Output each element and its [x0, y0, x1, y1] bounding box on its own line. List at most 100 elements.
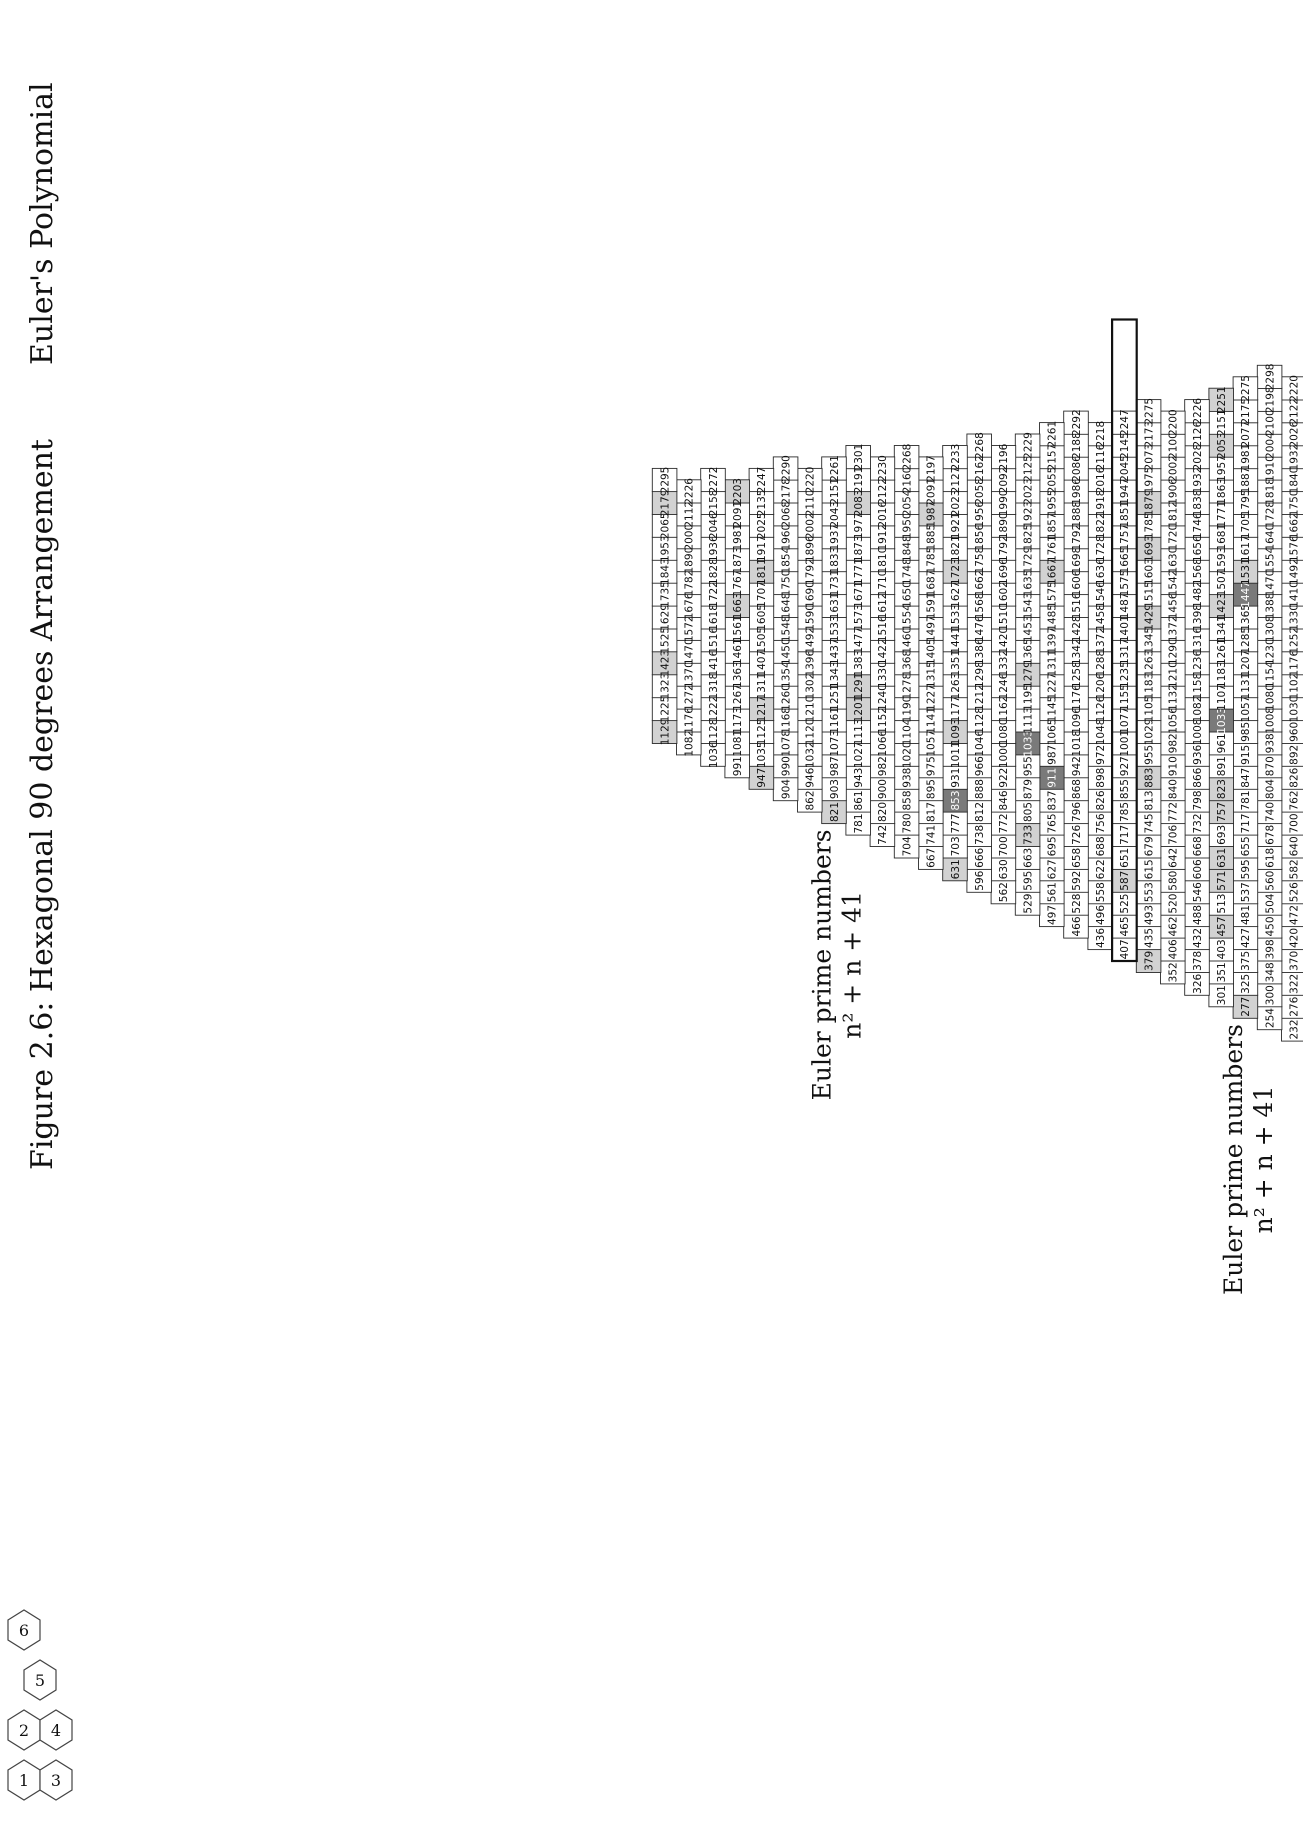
grid-cell-value: 943: [853, 768, 865, 788]
grid-cell-870: 870: [1256, 754, 1283, 779]
grid-cell-value: 1131: [1240, 673, 1252, 700]
grid-cell-value: 1341: [1216, 615, 1228, 642]
grid-cell-value: 1155: [1119, 684, 1131, 711]
grid-cell-value: 2126: [1192, 421, 1204, 448]
grid-cell-1246: 1246: [990, 672, 1017, 699]
grid-cell-value: 2268: [901, 444, 913, 471]
grid-cell-1771: 1771: [845, 558, 871, 585]
grid-cell-640: 640: [1281, 834, 1303, 859]
grid-cell-value: 520: [1168, 894, 1180, 914]
grid-cell-370: 370: [1281, 948, 1303, 973]
grid-cell-value: 1343: [829, 661, 841, 688]
grid-cell-value: 322: [1289, 974, 1301, 994]
grid-cell-1635: 1635: [1014, 570, 1041, 596]
grid-cell-679: 679: [1135, 834, 1162, 859]
grid-cell-1482: 1482: [1184, 581, 1210, 608]
grid-cell-704: 704: [893, 834, 920, 859]
grid-cell-value: 2145: [1119, 432, 1131, 459]
grid-cell-value: 1710: [877, 570, 889, 597]
grid-cell-398: 398: [1256, 937, 1283, 962]
grid-cell-1477: 1477: [845, 627, 871, 654]
grid-cell-1575: 1575: [1111, 570, 1138, 596]
grid-cell-value: 1113: [1022, 707, 1034, 734]
grid-cell-value: 695: [1047, 836, 1059, 856]
grid-cell-value: 1636: [1095, 558, 1107, 585]
grid-cell-2275: 2275: [1135, 398, 1162, 425]
grid-cell-1073: 1073: [821, 730, 847, 757]
grid-cell-732: 732: [1184, 811, 1210, 836]
grid-cell-value: 537: [1240, 882, 1252, 902]
grid-cell-300: 300: [1256, 983, 1283, 1008]
grid-cell-966: 966: [966, 754, 992, 779]
grid-cell-868: 868: [1063, 777, 1089, 802]
grid-cell-value: 700: [1289, 813, 1301, 833]
grid-cell-value: 1758: [974, 547, 986, 574]
grid-cell-value: 1593: [1216, 547, 1228, 574]
grid-cell-1201: 1201: [845, 696, 871, 722]
grid-cell-value: 325: [1240, 974, 1252, 994]
grid-cell-1533: 1533: [821, 615, 847, 642]
grid-cell-1956: 1956: [966, 501, 992, 528]
grid-cell-value: 1104: [901, 718, 913, 745]
grid-cell-693: 693: [1208, 822, 1234, 847]
grid-cell-1932: 1932: [1184, 467, 1210, 493]
grid-cell-value: 300: [1264, 985, 1276, 1005]
grid-cell-497: 497: [1039, 902, 1065, 928]
grid-cell-value: 1398: [1192, 604, 1204, 631]
grid-cell-595: 595: [1232, 857, 1259, 882]
grid-cell-value: 1981: [1240, 444, 1252, 471]
grid-cell-value: 1132: [1168, 684, 1180, 711]
grid-cell-1162: 1162: [990, 696, 1017, 722]
grid-cell-value: 1477: [853, 627, 865, 654]
grid-cell-1921: 1921: [942, 512, 968, 539]
grid-cell-326: 326: [1184, 971, 1210, 996]
grid-cell-value: 741: [926, 825, 938, 845]
grid-cell-value: 2002: [1168, 455, 1180, 482]
grid-cell-1729: 1729: [1014, 547, 1041, 573]
grid-cell-1975: 1975: [1135, 467, 1162, 493]
grid-cell-value: 1533: [829, 615, 841, 642]
grid-cell-value: 1612: [877, 593, 889, 620]
grid-cell-value: 1856: [974, 524, 986, 551]
grid-cell-value: 1046: [974, 730, 986, 757]
grid-cell-value: 858: [901, 790, 913, 810]
grid-cell-value: 1252: [1289, 627, 1301, 654]
grid-cell-value: 1568: [1192, 558, 1204, 585]
grid-cell-value: 703: [950, 836, 962, 856]
grid-cell-value: 740: [1264, 802, 1276, 822]
grid-cell-1423: 1423: [1208, 593, 1234, 619]
grid-cell-1667: 1667: [1039, 558, 1065, 585]
grid-cell-value: 1033: [1022, 730, 1034, 757]
grid-cell-value: 1987: [926, 501, 938, 528]
grid-cell-2151: 2151: [821, 478, 847, 505]
grid-cell-1510: 1510: [990, 604, 1017, 631]
grid-cell-777: 777: [942, 811, 968, 836]
grid-cell-value: 1048: [1095, 719, 1107, 746]
grid-cell-value: 1785: [926, 547, 938, 574]
grid-cell-value: 892: [1289, 745, 1301, 765]
grid-cell-value: 529: [1022, 894, 1034, 914]
grid-cell-value: 1401: [1119, 615, 1131, 642]
grid-cell-value: 1602: [998, 581, 1010, 608]
grid-cell-1342: 1342: [1063, 638, 1089, 665]
grid-cell-1573: 1573: [845, 604, 871, 631]
grid-cell-value: 1288: [1095, 650, 1107, 677]
grid-cell-1285: 1285: [1232, 627, 1259, 654]
grid-cell-1840: 1840: [1281, 467, 1303, 493]
grid-cell-value: 1145: [1047, 696, 1059, 723]
grid-cell-595: 595: [1014, 868, 1041, 893]
grid-cell-1947: 1947: [1111, 478, 1138, 505]
grid-cell-value: 688: [1095, 836, 1107, 856]
grid-cell-2272: 2272: [700, 467, 726, 493]
grid-cell-1158: 1158: [1184, 673, 1210, 699]
grid-cell-value: 1515: [1143, 581, 1155, 608]
grid-cell-615: 615: [1135, 857, 1162, 882]
grid-cell-1888: 1888: [1063, 501, 1089, 528]
grid-cell-value: 435: [1143, 928, 1155, 948]
grid-cell-1152: 1152: [869, 707, 896, 734]
grid-cell-value: 796: [1071, 802, 1083, 822]
grid-cell-2268: 2268: [893, 444, 920, 471]
grid-cell-726: 726: [1063, 822, 1089, 847]
grid-cell-value: 1921: [950, 512, 962, 539]
grid-cell-781: 781: [845, 811, 871, 836]
